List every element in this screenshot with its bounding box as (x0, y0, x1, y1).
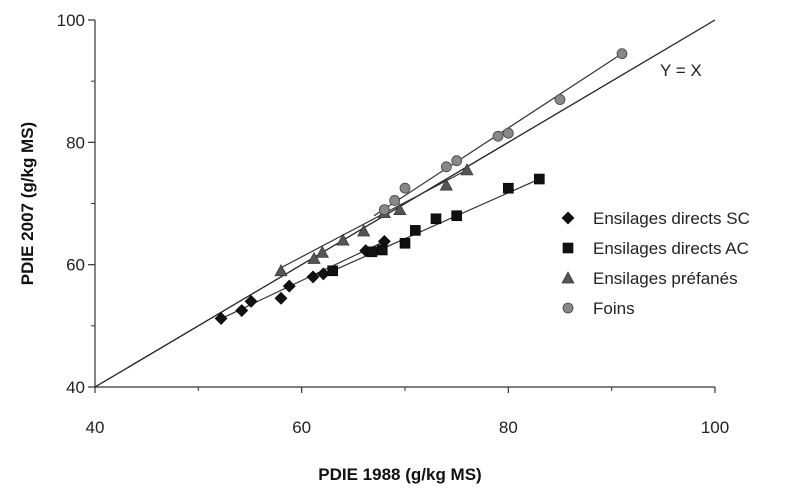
data-point-triangle (460, 163, 474, 176)
data-point-diamond (244, 294, 258, 308)
data-point-square (376, 244, 388, 256)
data-point-square (534, 173, 545, 185)
data-point-circle (554, 94, 566, 105)
legend-label: Ensilages directs AC (593, 239, 749, 258)
y-tick-label: 80 (66, 133, 85, 152)
data-point-diamond (306, 270, 320, 284)
data-point-square (410, 225, 421, 236)
data-point-triangle (393, 202, 407, 215)
data-point-circle (389, 195, 401, 206)
trend-lines (218, 53, 623, 321)
data-point-square (503, 182, 514, 194)
x-axis-title: PDIE 1988 (g/kg MS) (318, 465, 481, 484)
data-point-square (430, 213, 442, 225)
x-axis: 40 60 80 100 (86, 387, 729, 437)
data-point-circle (492, 130, 504, 142)
data-point-diamond (214, 312, 228, 325)
legend-label: Ensilages directs SC (593, 209, 750, 228)
data-point-triangle (315, 245, 329, 258)
data-point-triangle (439, 178, 453, 191)
data-point-triangle (307, 251, 321, 264)
x-tick-label: 100 (701, 418, 729, 437)
data-point-triangle (336, 233, 350, 246)
data-point-square (399, 237, 411, 249)
x-tick-label: 40 (86, 418, 105, 437)
reference-line-label: Y = X (660, 61, 702, 80)
trend-line (218, 240, 385, 321)
data-point-circle (440, 161, 452, 173)
trend-line (280, 169, 468, 269)
legend-marker-circle (562, 302, 574, 314)
data-point-circle (399, 182, 411, 194)
x-tick-label: 60 (292, 418, 311, 437)
legend: Ensilages directs SC Ensilages directs AC… (561, 209, 750, 318)
data-point-diamond (282, 279, 296, 293)
data-point-circle (616, 48, 628, 60)
y-axis-title: PDIE 2007 (g/kg MS) (18, 122, 37, 285)
legend-marker-triangle (561, 271, 575, 284)
data-point-circle (451, 155, 463, 167)
reference-line-group (94, 19, 716, 388)
data-point-circle (378, 204, 390, 216)
data-point-triangle (274, 264, 288, 277)
data-point-square (366, 246, 378, 258)
y-axis: 40 60 80 100 (57, 11, 95, 397)
data-point-square (327, 265, 338, 277)
y-tick-label: 40 (66, 378, 85, 397)
legend-label: Ensilages préfanés (593, 269, 738, 288)
data-point-diamond (235, 304, 249, 317)
data-point-square (451, 210, 462, 222)
y-tick-label: 100 (57, 11, 85, 30)
data-point-triangle (357, 224, 371, 237)
data-point-diamond (274, 291, 288, 305)
legend-marker-square (562, 242, 574, 254)
x-tick-label: 80 (499, 418, 518, 437)
legend-label: Foins (593, 299, 635, 318)
legend-marker-diamond (561, 211, 575, 225)
y-tick-label: 60 (66, 256, 85, 275)
data-markers (214, 48, 628, 325)
data-point-circle (502, 127, 514, 139)
reference-line (94, 19, 716, 388)
